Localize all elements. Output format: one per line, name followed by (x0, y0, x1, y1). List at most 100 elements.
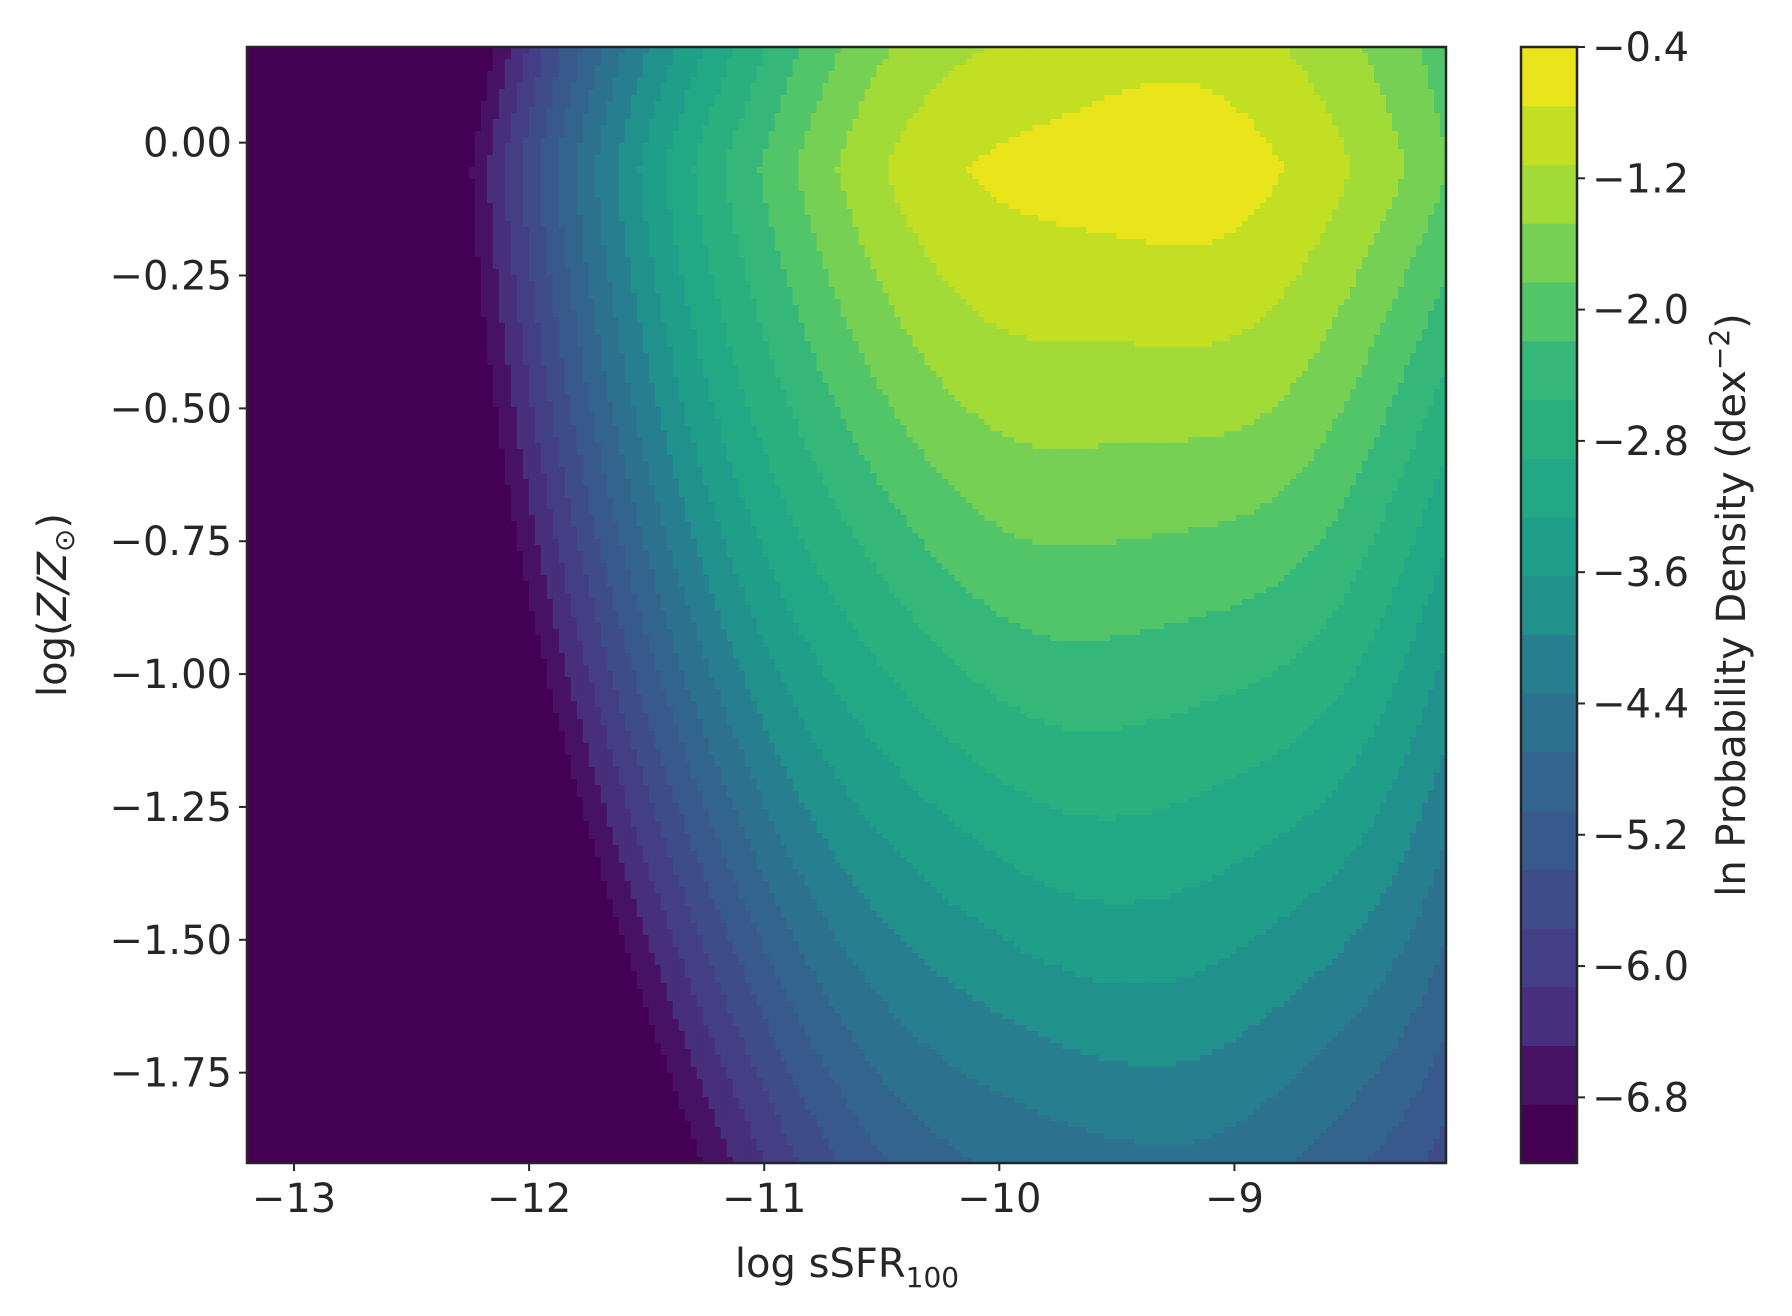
contour-cell (1020, 107, 1027, 114)
contour-cell (1134, 83, 1141, 90)
contour-cell (637, 119, 644, 126)
contour-cell (1140, 77, 1147, 84)
contour-cell (463, 101, 470, 108)
contour-cell (876, 53, 883, 60)
contour-cell (1134, 143, 1141, 150)
contour-cell (397, 53, 404, 60)
contour-cell (493, 83, 500, 90)
contour-cell (1188, 119, 1195, 126)
contour-cell (1278, 107, 1285, 114)
contour-cell (1080, 143, 1087, 150)
contour-cell (1248, 137, 1255, 144)
contour-cell (882, 119, 889, 126)
contour-cell (565, 71, 572, 78)
contour-cell (817, 101, 824, 108)
contour-cell (505, 101, 512, 108)
contour-cell (487, 71, 494, 78)
contour-cell (349, 65, 356, 72)
contour-cell (499, 71, 506, 78)
contour-cell (307, 119, 314, 126)
contour-cell (1344, 65, 1351, 72)
contour-cell (858, 101, 865, 108)
contour-cell (451, 101, 458, 108)
contour-cell (583, 83, 590, 90)
contour-cell (385, 113, 392, 120)
contour-cell (655, 125, 662, 132)
contour-cell (1056, 89, 1063, 96)
contour-cell (421, 137, 428, 144)
contour-cell (319, 125, 326, 132)
contour-cell (751, 143, 758, 150)
contour-cell (385, 95, 392, 102)
contour-cell (283, 119, 290, 126)
contour-cell (427, 59, 434, 66)
contour-cell (864, 89, 871, 96)
contour-cell (661, 131, 668, 138)
contour-cell (697, 89, 704, 96)
contour-cell (1392, 71, 1399, 78)
contour-cell (1398, 89, 1405, 96)
contour-cell (439, 143, 446, 150)
contour-cell (529, 77, 536, 84)
contour-cell (589, 71, 596, 78)
contour-cell (427, 137, 434, 144)
contour-cell (313, 131, 320, 138)
contour-cell (439, 59, 446, 66)
contour-cell (397, 101, 404, 108)
contour-cell (319, 83, 326, 90)
contour-cell (433, 95, 440, 102)
contour-cell (864, 71, 871, 78)
contour-cell (1302, 89, 1309, 96)
contour-cell (906, 77, 913, 84)
contour-cell (433, 65, 440, 72)
contour-cell (337, 77, 344, 84)
contour-cell (667, 119, 674, 126)
contour-cell (547, 137, 554, 144)
contour-cell (427, 107, 434, 114)
contour-cell (1230, 131, 1237, 138)
contour-cell (1278, 83, 1285, 90)
contour-cell (954, 137, 961, 144)
contour-cell (936, 137, 943, 144)
contour-cell (972, 77, 979, 84)
contour-cell (1134, 65, 1141, 72)
contour-cell (1386, 65, 1393, 72)
contour-cell (535, 131, 542, 138)
contour-cell (289, 95, 296, 102)
contour-cell (667, 89, 674, 96)
contour-cell (355, 65, 362, 72)
contour-cell (505, 131, 512, 138)
contour-cell (547, 125, 554, 132)
contour-cell (1296, 77, 1303, 84)
contour-cell (960, 77, 967, 84)
contour-cell (793, 131, 800, 138)
contour-cell (343, 113, 350, 120)
contour-cell (1104, 113, 1111, 120)
contour-cell (367, 101, 374, 108)
contour-cell (529, 119, 536, 126)
contour-cell (990, 89, 997, 96)
contour-cell (1044, 119, 1051, 126)
contour-cell (733, 119, 740, 126)
contour-cell (882, 89, 889, 96)
contour-cell (745, 131, 752, 138)
contour-cell (942, 95, 949, 102)
contour-cell (793, 119, 800, 126)
contour-cell (1140, 83, 1147, 90)
contour-cell (631, 95, 638, 102)
contour-cell (265, 119, 272, 126)
contour-cell (799, 59, 806, 66)
contour-cell (1134, 71, 1141, 78)
contour-cell (1164, 143, 1171, 150)
contour-cell (445, 65, 452, 72)
contour-cell (1176, 137, 1183, 144)
contour-cell (277, 65, 284, 72)
contour-cell (876, 119, 883, 126)
contour-cell (589, 119, 596, 126)
contour-cell (565, 59, 572, 66)
contour-cell (1032, 131, 1039, 138)
contour-cell (799, 131, 806, 138)
contour-cell (1200, 137, 1207, 144)
contour-cell (409, 65, 416, 72)
contour-cell (1410, 65, 1417, 72)
